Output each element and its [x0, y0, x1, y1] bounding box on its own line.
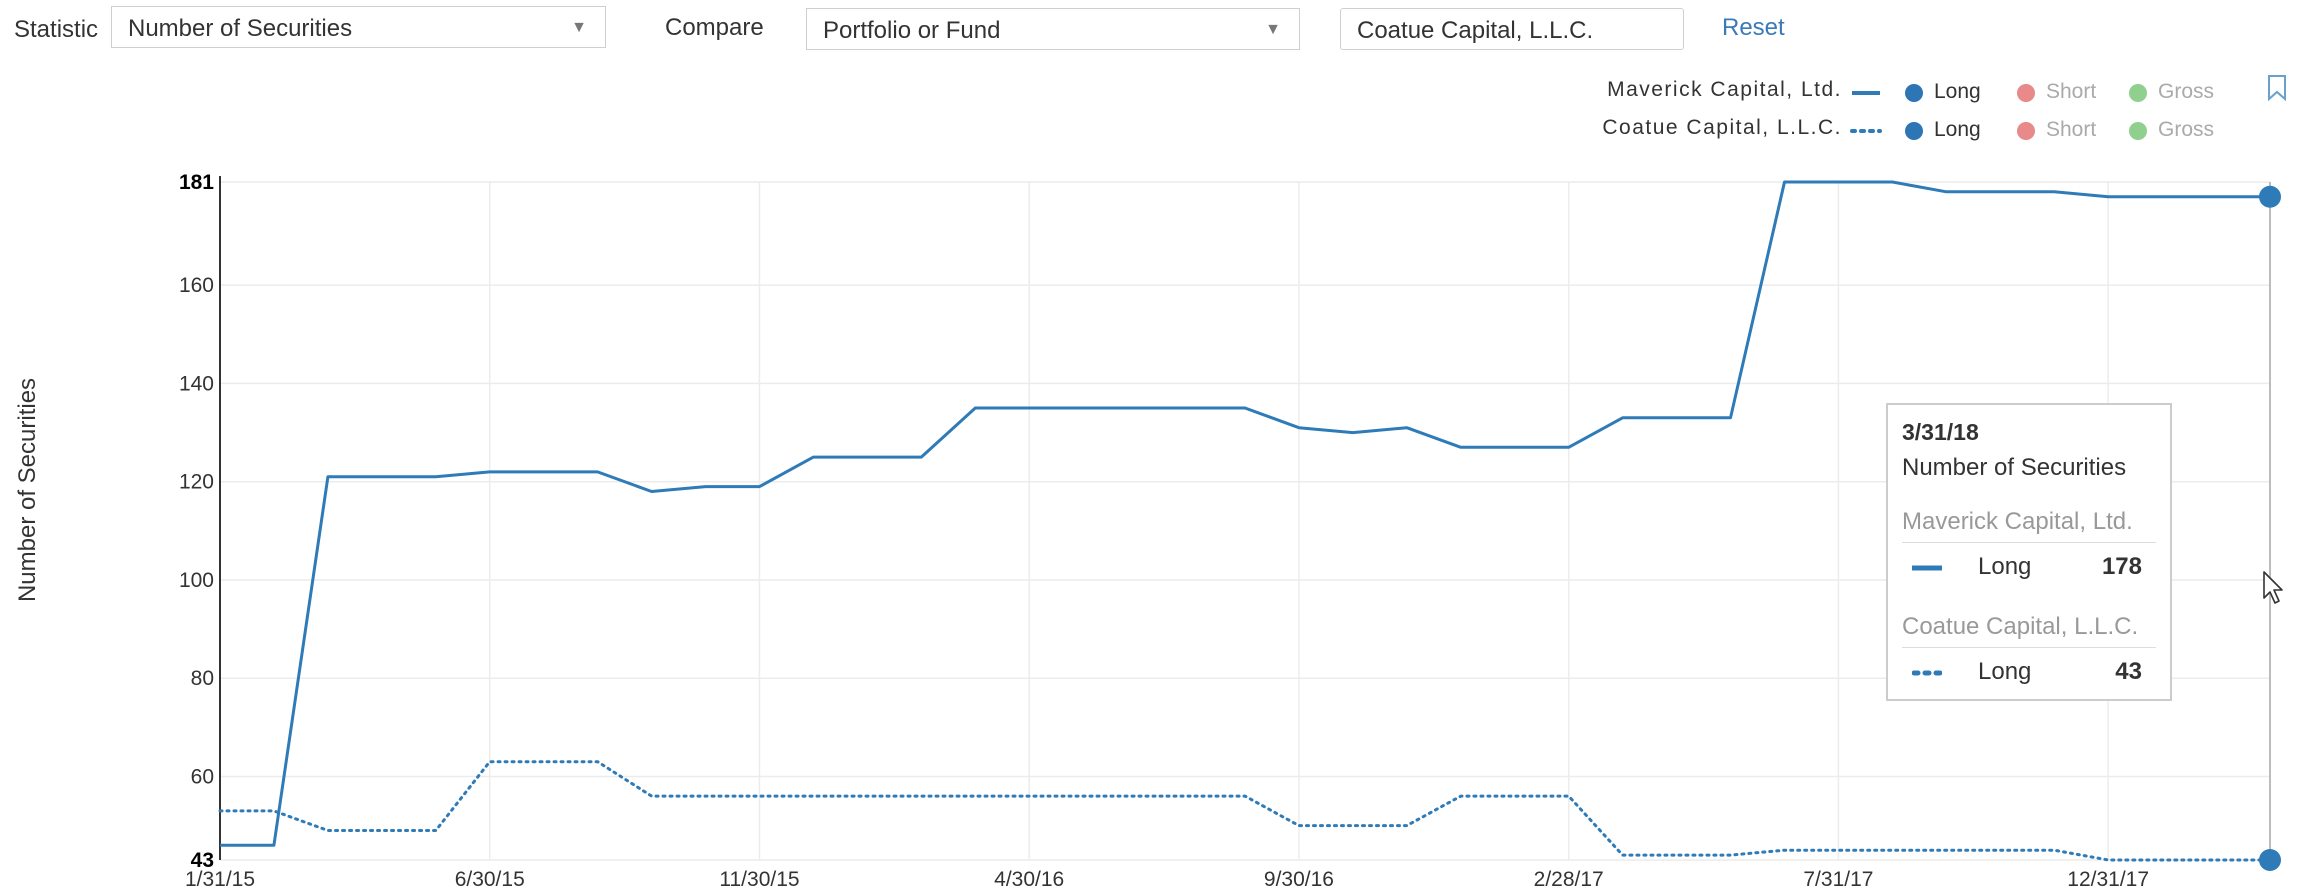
compare-select[interactable]: Portfolio or Fund ▼: [806, 8, 1300, 50]
tooltip-fund-name: Coatue Capital, L.L.C.: [1902, 613, 2156, 648]
dotted-line-swatch-icon: [1912, 670, 1942, 676]
chevron-down-icon: ▼: [1265, 21, 1281, 38]
y-tick-label: 43: [191, 849, 214, 872]
x-tick-label: 12/31/17: [2067, 868, 2149, 888]
x-tick-label: 1/31/15: [185, 868, 255, 888]
legend-toggle-label[interactable]: Short: [2046, 80, 2097, 103]
coatue-series-line: [218, 760, 2272, 862]
y-tick-label: 80: [191, 667, 214, 690]
bookmark-icon[interactable]: [2266, 74, 2288, 102]
y-tick-label: 160: [179, 274, 214, 297]
statistic-select-value: Number of Securities: [128, 15, 353, 42]
x-tick-label: 11/30/15: [719, 868, 799, 888]
x-tick-label: 6/30/15: [455, 868, 525, 888]
x-tick-label: 4/30/16: [994, 868, 1064, 888]
tooltip-statistic: Number of Securities: [1902, 454, 2127, 481]
tooltip-date: 3/31/18: [1902, 419, 1979, 445]
legend-toggle-long-icon[interactable]: [1905, 84, 1923, 102]
fund-search-input[interactable]: Coatue Capital, L.L.C.: [1340, 8, 1684, 50]
y-tick-label: 60: [191, 765, 214, 788]
x-tick-label: 9/30/16: [1264, 868, 1334, 888]
solid-line-swatch-icon: [1852, 91, 1880, 95]
legend-toggle-short-icon[interactable]: [2017, 122, 2035, 140]
tooltip-row: Long 43: [1902, 652, 2156, 690]
legend-toggle-gross-icon[interactable]: [2129, 122, 2147, 140]
y-tick-label: 120: [179, 471, 214, 494]
tooltip-row-label: Long: [1978, 658, 2032, 685]
tooltip-row-value: 43: [2115, 658, 2142, 685]
legend-toggle-label[interactable]: Long: [1934, 118, 1981, 141]
hover-point-marker: [2259, 185, 2281, 208]
legend-toggle-short-icon[interactable]: [2017, 84, 2035, 102]
tooltip-row-label: Long: [1978, 553, 2032, 580]
legend-toggle-gross-icon[interactable]: [2129, 84, 2147, 102]
x-tick-label: 2/28/17: [1534, 868, 1604, 888]
reset-button[interactable]: Reset: [1722, 14, 1785, 41]
compare-select-value: Portfolio or Fund: [823, 17, 1001, 44]
solid-line-swatch-icon: [1912, 565, 1942, 571]
tooltip-fund-name: Maverick Capital, Ltd.: [1902, 508, 2156, 543]
y-tick-label: 100: [179, 569, 214, 592]
y-tick-label: 140: [179, 372, 214, 395]
tooltip-row: Long 178: [1902, 547, 2156, 585]
chevron-down-icon: ▼: [571, 19, 587, 36]
fund-search-input-value: Coatue Capital, L.L.C.: [1357, 17, 1594, 44]
compare-label: Compare: [665, 14, 764, 41]
statistic-select[interactable]: Number of Securities ▼: [111, 6, 606, 48]
legend-series-name: Coatue Capital, L.L.C.: [1602, 116, 1842, 139]
legend-toggle-label[interactable]: Gross: [2158, 118, 2215, 141]
dotted-line-swatch-icon: [1850, 129, 1882, 133]
legend-series-name: Maverick Capital, Ltd.: [1607, 78, 1842, 101]
hover-point-marker: [2259, 849, 2281, 871]
tooltip-row-value: 178: [2101, 553, 2142, 580]
cursor-icon: [2263, 571, 2283, 604]
legend-toggle-label[interactable]: Gross: [2158, 80, 2215, 103]
x-tick-label: 7/31/17: [1803, 868, 1873, 888]
legend-toggle-label[interactable]: Short: [2046, 118, 2097, 141]
legend-toggle-long-icon[interactable]: [1905, 122, 1923, 140]
y-axis-label: Number of Securities: [14, 377, 41, 603]
statistic-label: Statistic: [14, 16, 99, 43]
y-tick-label: 181: [179, 171, 214, 194]
legend-toggle-label[interactable]: Long: [1934, 80, 1981, 103]
chart-tooltip: 3/31/18 Number of Securities Maverick Ca…: [1886, 403, 2172, 701]
